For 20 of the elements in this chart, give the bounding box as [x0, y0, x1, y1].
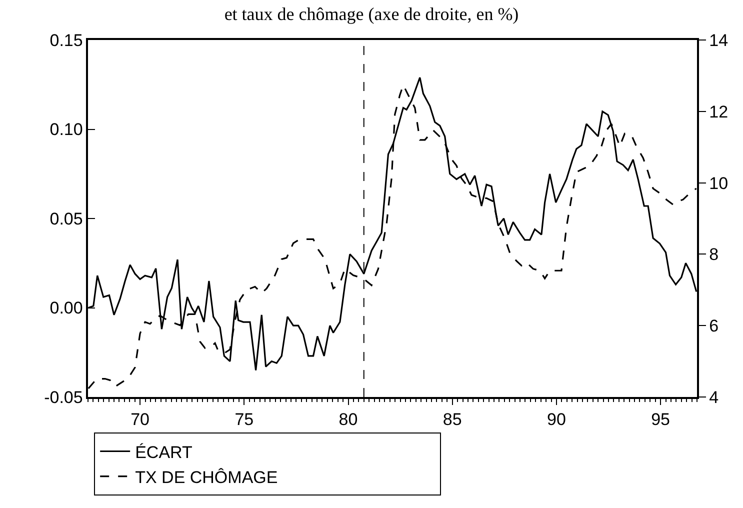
x-tick-label: 70 [130, 410, 150, 430]
y2-tick-label: 6 [709, 316, 719, 336]
y-tick-label: 0.05 [50, 209, 83, 228]
legend-label: ÉCART [135, 442, 192, 462]
y2-tick-label: 8 [709, 245, 719, 264]
chart-title: et taux de chômage (axe de droite, en %) [224, 4, 519, 24]
x-tick-label: 75 [234, 410, 254, 430]
y-tick-label: 0.10 [50, 120, 83, 140]
x-tick-label: 95 [651, 410, 670, 430]
y-tick-label: -0.05 [44, 388, 83, 407]
x-tick-label: 85 [442, 410, 462, 430]
y2-tick-label: 14 [709, 30, 728, 50]
y2-tick-label: 12 [709, 102, 728, 122]
y-tick-label: 0.15 [50, 30, 83, 50]
y2-tick-label: 10 [709, 174, 728, 193]
legend-label: TX DE CHÔMAGE [135, 468, 278, 487]
x-tick-label: 90 [547, 410, 566, 430]
y-tick-label: 0.00 [50, 298, 83, 318]
x-tick-label: 80 [338, 410, 358, 430]
y2-tick-label: 4 [709, 388, 719, 407]
